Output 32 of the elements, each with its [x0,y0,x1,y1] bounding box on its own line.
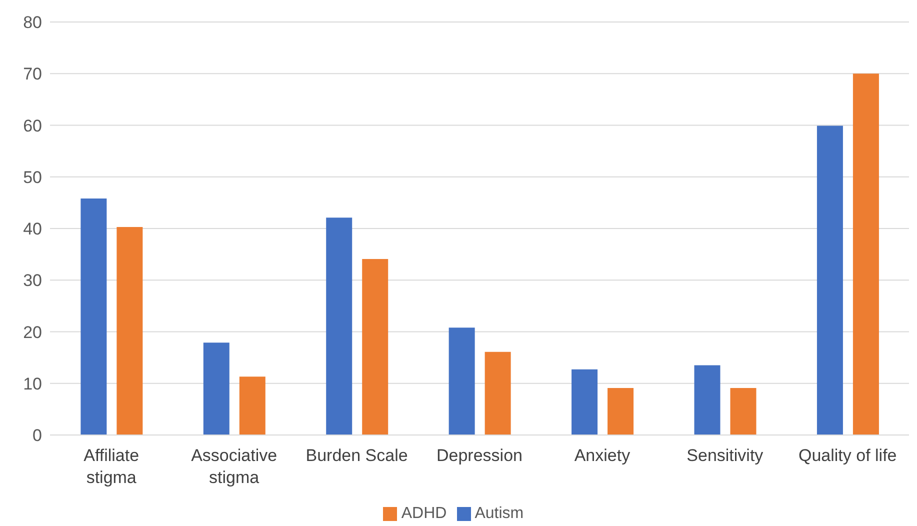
bar [484,352,511,435]
x-tick-label: Sensitivity [686,446,764,465]
bar [80,198,107,435]
bar [694,365,720,435]
bar [572,369,598,435]
x-tick-label: Depression [436,446,522,465]
bar [852,74,879,435]
y-tick-label: 40 [23,220,42,239]
y-tick-label: 20 [23,322,42,342]
x-tick-label: Associative stigma [191,446,278,487]
bar [203,342,230,435]
x-tick-label: Quality of life [798,446,897,465]
legend-label: ADHD [401,505,447,522]
y-tick-label: 50 [23,168,42,187]
x-tick-label: Anxiety [574,446,631,465]
bar [608,388,634,435]
bar [116,226,143,435]
y-tick-label: 10 [23,374,42,394]
bar [730,388,756,435]
x-tick-label: Affiliate stigma [84,446,140,487]
y-tick-label: 30 [23,271,42,290]
y-tick-label: 0 [32,426,42,446]
y-tick-label: 70 [23,64,42,84]
legend-label: Autism [474,505,524,522]
y-tick-label: 60 [23,116,42,136]
bar [239,376,266,435]
bar [362,258,388,435]
bar [816,126,843,435]
bar [326,218,352,435]
y-tick-label: 80 [23,13,42,32]
bar [448,328,475,435]
x-tick-label: Burden Scale [306,446,408,465]
